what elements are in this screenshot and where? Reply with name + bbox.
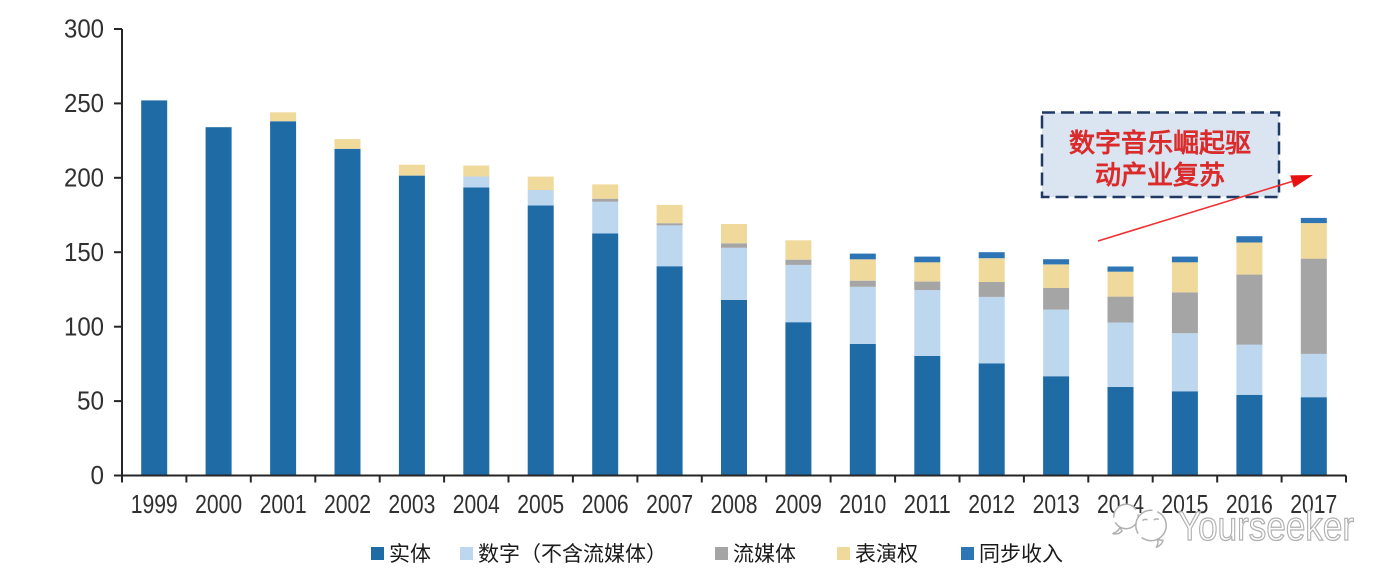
svg-text:数字（不含流媒体）: 数字（不含流媒体） <box>478 542 667 566</box>
svg-text:2010: 2010 <box>839 489 886 519</box>
svg-text:2002: 2002 <box>324 489 371 519</box>
svg-text:200: 200 <box>64 162 104 192</box>
svg-text:1999: 1999 <box>131 489 178 519</box>
svg-text:2001: 2001 <box>260 489 307 519</box>
svg-text:150: 150 <box>64 237 104 267</box>
svg-text:实体: 实体 <box>389 542 431 566</box>
svg-text:2012: 2012 <box>968 489 1015 519</box>
svg-text:2000: 2000 <box>195 489 242 519</box>
svg-text:2013: 2013 <box>1033 489 1080 519</box>
svg-text:300: 300 <box>64 14 104 44</box>
svg-text:表演权: 表演权 <box>855 542 918 566</box>
svg-text:Yourseeker: Yourseeker <box>1178 503 1354 549</box>
svg-text:数字音乐崛起驱: 数字音乐崛起驱 <box>1069 128 1251 158</box>
svg-text:50: 50 <box>77 386 104 416</box>
svg-text:2015: 2015 <box>1161 489 1208 519</box>
svg-text:2007: 2007 <box>646 489 693 519</box>
svg-text:100: 100 <box>64 311 104 341</box>
svg-text:250: 250 <box>64 88 104 118</box>
svg-text:动产业复苏: 动产业复苏 <box>1095 161 1225 190</box>
svg-text:0: 0 <box>91 460 105 490</box>
svg-text:2005: 2005 <box>517 489 564 519</box>
svg-text:2003: 2003 <box>388 489 435 519</box>
svg-text:同步收入: 同步收入 <box>979 542 1063 566</box>
svg-text:2016: 2016 <box>1226 489 1273 519</box>
svg-text:2008: 2008 <box>711 489 758 519</box>
svg-text:2017: 2017 <box>1290 489 1337 519</box>
svg-text:2011: 2011 <box>904 489 951 519</box>
svg-text:2004: 2004 <box>453 489 500 519</box>
svg-text:2006: 2006 <box>582 489 629 519</box>
svg-text:流媒体: 流媒体 <box>733 542 796 566</box>
svg-text:2009: 2009 <box>775 489 822 519</box>
